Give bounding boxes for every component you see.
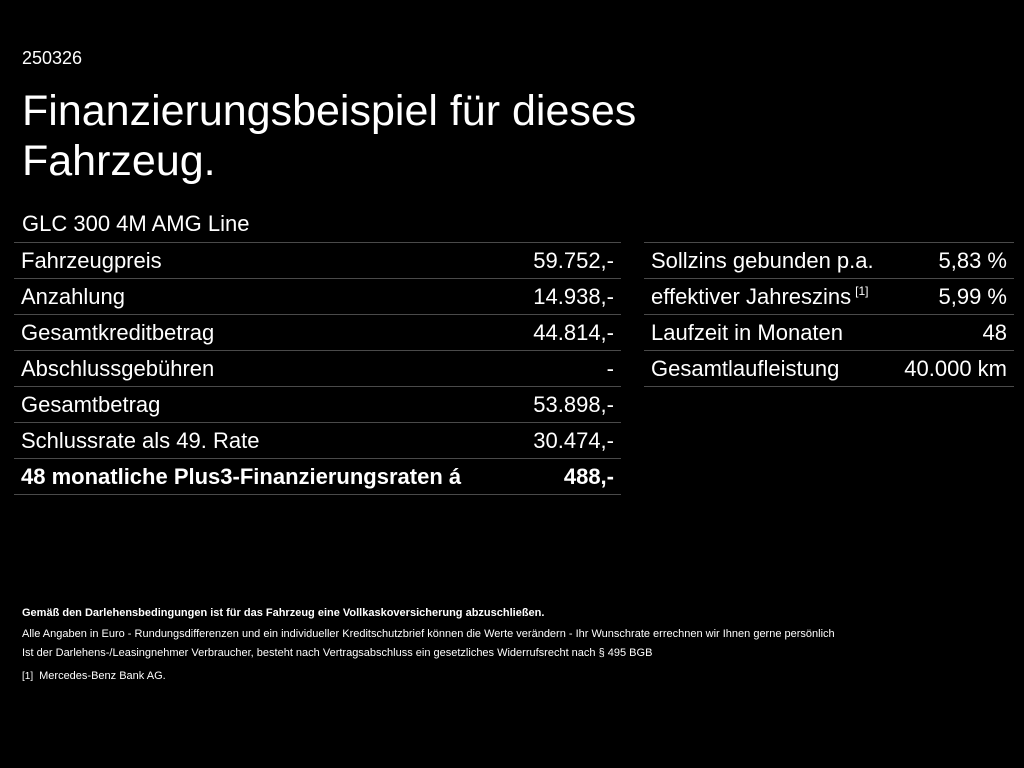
row-label: Gesamtkreditbetrag — [21, 319, 215, 345]
row-label-with-footnote: effektiver Jahreszins [1] — [651, 284, 868, 310]
vehicle-model: GLC 300 4M AMG Line — [22, 211, 250, 236]
table-row: Gesamtbetrag 53.898,- — [14, 387, 621, 423]
footnote-marker: [1] — [855, 283, 869, 298]
footnote-line: [1] Mercedes-Benz Bank AG. — [22, 667, 1002, 686]
footnote-text: Mercedes-Benz Bank AG. — [39, 670, 166, 682]
monthly-rate-row: 48 monatliche Plus3-Finanzierungsraten á… — [14, 459, 621, 495]
row-label: 48 monatliche Plus3-Finanzierungsraten á — [21, 463, 462, 489]
row-value: 53.898,- — [533, 391, 614, 417]
page-title: Finanzierungsbeispiel für dieses Fahrzeu… — [22, 87, 637, 185]
table-row: Sollzins gebunden p.a. 5,83 % — [644, 243, 1014, 279]
row-label: Abschlussgebühren — [21, 355, 215, 381]
row-label: Gesamtbetrag — [21, 391, 161, 417]
table-row: Gesamtkreditbetrag 44.814,- — [14, 315, 621, 351]
insurance-note: Gemäß den Darlehensbedingungen ist für d… — [22, 607, 545, 619]
row-value: 44.814,- — [533, 319, 614, 345]
legal-footer: Gemäß den Darlehensbedingungen ist für d… — [22, 604, 1002, 686]
table-row: Anzahlung 14.938,- — [14, 279, 621, 315]
row-label: Laufzeit in Monaten — [651, 319, 844, 345]
row-label: Fahrzeugpreis — [21, 247, 162, 273]
row-value: 488,- — [563, 463, 614, 489]
financing-table: Fahrzeugpreis 59.752,- Anzahlung 14.938,… — [14, 242, 621, 495]
row-value: 5,99 % — [938, 283, 1008, 309]
row-value: 40.000 km — [904, 355, 1007, 381]
row-value: 30.474,- — [533, 427, 614, 453]
row-label: Gesamtlaufleistung — [651, 355, 840, 381]
table-row: Laufzeit in Monaten 48 — [644, 315, 1014, 351]
interest-table: Sollzins gebunden p.a. 5,83 % effektiver… — [644, 242, 1014, 387]
disclaimer-line: Alle Angaben in Euro - Rundungsdifferenz… — [22, 628, 835, 640]
table-row: Fahrzeugpreis 59.752,- — [14, 243, 621, 279]
table-row: Abschlussgebühren - — [14, 351, 621, 387]
row-label: Anzahlung — [21, 283, 125, 309]
table-row: effektiver Jahreszins [1] 5,99 % — [644, 279, 1014, 315]
row-value: 59.752,- — [533, 247, 614, 273]
reference-number: 250326 — [22, 48, 83, 68]
row-label: effektiver Jahreszins — [651, 283, 852, 309]
row-value: 14.938,- — [533, 283, 614, 309]
row-value: 5,83 % — [938, 247, 1008, 273]
row-label: Sollzins gebunden p.a. — [651, 247, 874, 273]
table-row: Gesamtlaufleistung 40.000 km — [644, 351, 1014, 387]
footnote-mark: [1] — [22, 671, 34, 682]
table-row: Schlussrate als 49. Rate 30.474,- — [14, 423, 621, 459]
row-value: 48 — [982, 319, 1007, 345]
row-value: - — [606, 355, 614, 381]
row-label: Schlussrate als 49. Rate — [21, 427, 260, 453]
disclaimer-line: Ist der Darlehens-/Leasingnehmer Verbrau… — [22, 647, 653, 659]
